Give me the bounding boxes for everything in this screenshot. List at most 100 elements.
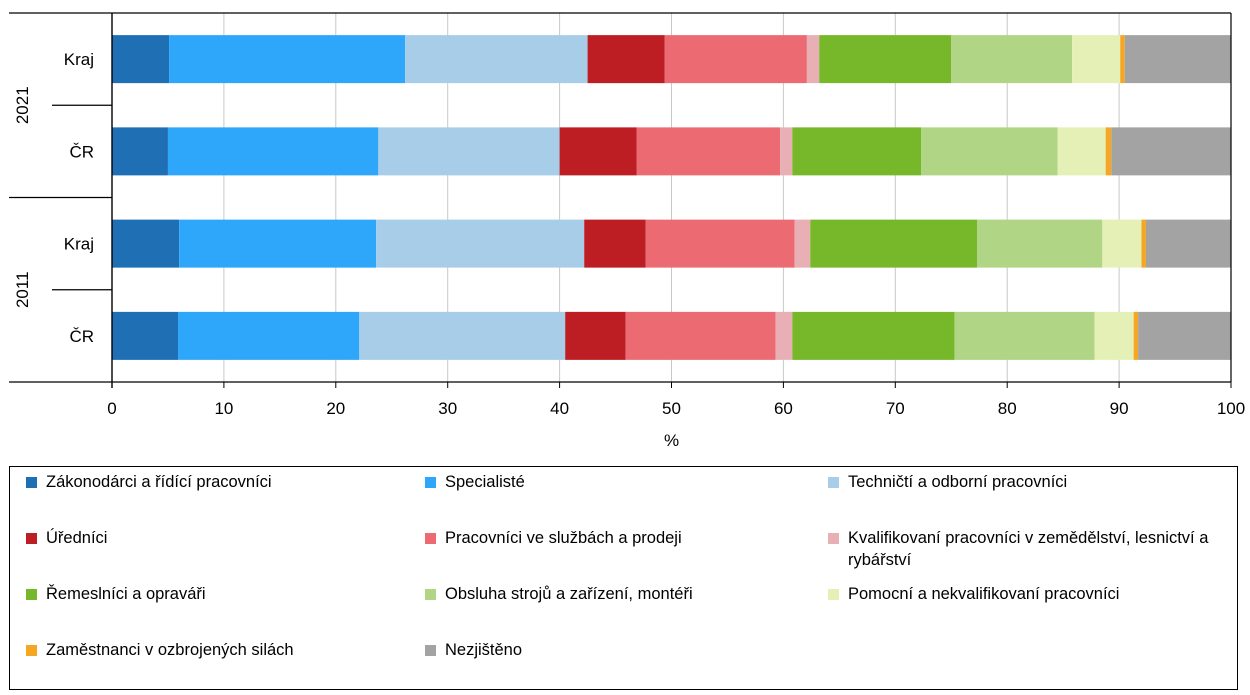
bar-segment (664, 35, 807, 84)
x-tick-label: 0 (107, 399, 116, 418)
bar-segment (794, 219, 811, 268)
legend-item: Úředníci (26, 527, 406, 549)
legend-swatch (828, 589, 839, 600)
bar-segment (951, 35, 1073, 84)
legend-item: Specialisté (425, 471, 805, 493)
bar-segment (169, 35, 406, 84)
bar-segment (584, 219, 646, 268)
legend-label: Obsluha strojů a zařízení, montéři (445, 585, 693, 603)
legend-swatch (425, 645, 436, 656)
legend-swatch (26, 645, 37, 656)
bar-segment (112, 219, 180, 268)
x-tick-label: 70 (886, 399, 905, 418)
legend: Zákonodárci a řídící pracovníci Specialis… (9, 466, 1238, 690)
x-axis-title: % (664, 431, 679, 450)
legend-label: Úředníci (46, 529, 108, 547)
bar-segment (806, 35, 820, 84)
legend-label: Pomocní a nekvalifikovaní pracovníci (848, 585, 1120, 603)
bar-segment (1141, 219, 1146, 268)
bar-segment (587, 35, 665, 84)
bar-segment (1111, 127, 1231, 176)
legend-swatch (26, 477, 37, 488)
legend-label: Kvalifikovaní pracovníci v zemědělství, … (848, 529, 1209, 569)
bar-segment (112, 311, 179, 360)
legend-swatch (425, 477, 436, 488)
bar-segment (178, 311, 360, 360)
bar-segment (1105, 127, 1112, 176)
bar-segment (112, 35, 170, 84)
bar-segment (921, 127, 1058, 176)
legend-swatch (26, 533, 37, 544)
legend-swatch (828, 533, 839, 544)
bar-segment (954, 311, 1095, 360)
legend-label: Zákonodárci a řídící pracovníci (46, 473, 272, 491)
bar-segment (179, 219, 377, 268)
group-label: 2011 (13, 271, 32, 308)
bar-segment (559, 127, 637, 176)
legend-swatch (425, 533, 436, 544)
legend-item: Řemeslníci a opraváři (26, 583, 406, 605)
bar-segment (1145, 219, 1231, 268)
legend-item: Nezjištěno (425, 639, 805, 661)
category-label: ČR (69, 142, 94, 161)
bar-segment (405, 35, 588, 84)
legend-item: Pomocní a nekvalifikovaní pracovníci (828, 583, 1228, 605)
legend-item: Obsluha strojů a zařízení, montéři (425, 583, 805, 605)
legend-item: Zaměstnanci v ozbrojených silách (26, 639, 406, 661)
bar-segment (645, 219, 795, 268)
bar-segment (810, 219, 977, 268)
bar-segment (819, 35, 952, 84)
legend-label: Techničtí a odborní pracovníci (848, 473, 1068, 491)
bar-segment (792, 311, 955, 360)
bar-segment (1102, 219, 1142, 268)
x-tick-label: 80 (998, 399, 1017, 418)
legend-label: Nezjištěno (445, 641, 523, 659)
axis-labels: 0 10 20 30 40 50 60 70 80 90 100% Kraj ČR Kraj ČR 2021 2… (13, 50, 1245, 450)
category-label: ČR (69, 327, 94, 346)
bar-segment (1094, 311, 1134, 360)
bar-segment (565, 311, 626, 360)
category-label: Kraj (64, 50, 94, 69)
x-tick-label: 40 (550, 399, 569, 418)
legend-swatch (828, 477, 839, 488)
bar-segment (1133, 311, 1139, 360)
x-tick-label: 10 (214, 399, 233, 418)
x-tick-label: 50 (662, 399, 681, 418)
group-label: 2021 (13, 86, 32, 124)
axes (9, 12, 1232, 388)
stacked-bar-chart: 0 10 20 30 40 50 60 70 80 90 100% Kraj ČR Kraj ČR 2021 2… (9, 12, 1245, 450)
bar-segment (792, 127, 922, 176)
bar-segment (1138, 311, 1231, 360)
legend-item: Zákonodárci a řídící pracovníci (26, 471, 406, 493)
bar-segment (636, 127, 781, 176)
legend-label: Zaměstnanci v ozbrojených silách (46, 641, 294, 659)
bar-segment (1124, 35, 1231, 84)
bar-segment (976, 219, 1103, 268)
bar-segment (1057, 127, 1106, 176)
x-tick-label: 20 (326, 399, 345, 418)
bar-segment (112, 127, 168, 176)
bars (112, 35, 1231, 360)
legend-item: Techničtí a odborní pracovníci (828, 471, 1228, 493)
legend-label: Specialisté (445, 473, 525, 491)
x-tick-label: 60 (774, 399, 793, 418)
legend-label: Pracovníci ve službách a prodeji (445, 529, 682, 547)
bar-segment (378, 127, 560, 176)
x-tick-label: 90 (1110, 399, 1129, 418)
bar-segment (625, 311, 776, 360)
bar-segment (376, 219, 585, 268)
legend-item: Pracovníci ve službách a prodeji (425, 527, 805, 549)
x-tick-label: 100 (1217, 399, 1245, 418)
legend-item: Kvalifikovaní pracovníci v zemědělství, … (828, 527, 1228, 571)
bar-segment (1120, 35, 1125, 84)
bar-segment (359, 311, 566, 360)
bar-segment (775, 311, 793, 360)
bar-segment (167, 127, 379, 176)
category-label: Kraj (64, 235, 94, 254)
legend-swatch (425, 589, 436, 600)
bar-segment (1072, 35, 1121, 84)
legend-label: Řemeslníci a opraváři (46, 585, 206, 603)
legend-swatch (26, 589, 37, 600)
bar-segment (780, 127, 793, 176)
